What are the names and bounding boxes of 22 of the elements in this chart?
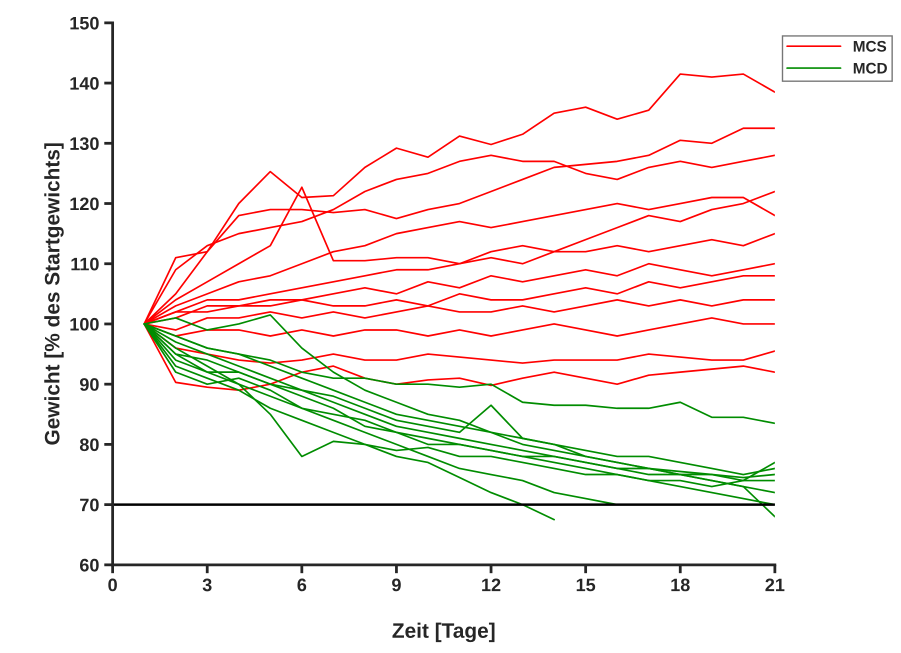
y-tick-label: 130	[70, 137, 99, 150]
legend-label: MCD	[854, 62, 887, 74]
y-tick-label: 110	[71, 258, 99, 270]
x-tick-label: 0	[108, 578, 117, 592]
legend-label: MCS	[854, 40, 886, 52]
x-tick-label: 3	[202, 578, 212, 592]
x-tick-label: 9	[392, 578, 401, 592]
x-tick-label: 15	[576, 578, 596, 592]
y-tick-label: 90	[80, 378, 99, 391]
x-axis-title: Zeit [Tage]	[392, 622, 494, 642]
x-tick-label: 21	[765, 578, 784, 592]
x-tick-label: 12	[482, 578, 500, 592]
y-tick-label: 80	[80, 438, 99, 452]
x-tick-label: 18	[671, 578, 690, 592]
y-tick-label: 60	[80, 558, 99, 572]
y-tick-label: 100	[70, 318, 99, 331]
x-tick-label: 6	[297, 578, 306, 592]
y-tick-label: 70	[80, 498, 99, 512]
y-tick-label: 140	[70, 77, 99, 90]
y-axis-title: Gewicht [% des Startgewichts]	[44, 143, 64, 445]
y-tick-label: 150	[70, 16, 99, 30]
y-tick-label: 120	[70, 197, 99, 210]
